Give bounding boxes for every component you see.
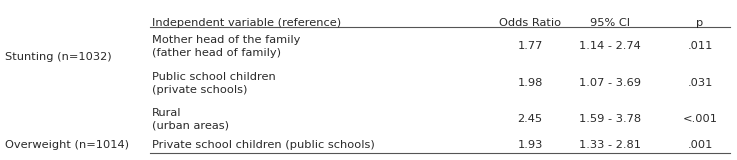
Text: 1.14 - 2.74: 1.14 - 2.74 (579, 41, 641, 51)
Text: (urban areas): (urban areas) (152, 121, 229, 131)
Text: (private schools): (private schools) (152, 85, 248, 95)
Text: Odds Ratio: Odds Ratio (499, 18, 561, 28)
Text: Mother head of the family: Mother head of the family (152, 35, 301, 45)
Text: Stunting (n=1032): Stunting (n=1032) (5, 52, 111, 62)
Text: 1.59 - 3.78: 1.59 - 3.78 (579, 114, 641, 124)
Text: 1.93: 1.93 (517, 140, 542, 150)
Text: 1.77: 1.77 (517, 41, 542, 51)
Text: 95% CI: 95% CI (590, 18, 630, 28)
Text: <.001: <.001 (682, 114, 718, 124)
Text: Private school children (public schools): Private school children (public schools) (152, 140, 374, 150)
Text: 1.33 - 2.81: 1.33 - 2.81 (579, 140, 641, 150)
Text: 1.07 - 3.69: 1.07 - 3.69 (579, 78, 641, 88)
Text: (father head of family): (father head of family) (152, 48, 281, 58)
Text: .001: .001 (688, 140, 713, 150)
Text: 2.45: 2.45 (517, 114, 542, 124)
Text: Overweight (n=1014): Overweight (n=1014) (5, 140, 129, 150)
Text: .011: .011 (688, 41, 713, 51)
Text: Rural: Rural (152, 108, 181, 118)
Text: .031: .031 (688, 78, 713, 88)
Text: Public school children: Public school children (152, 72, 276, 82)
Text: 1.98: 1.98 (517, 78, 542, 88)
Text: Independent variable (reference): Independent variable (reference) (152, 18, 341, 28)
Text: p: p (696, 18, 704, 28)
